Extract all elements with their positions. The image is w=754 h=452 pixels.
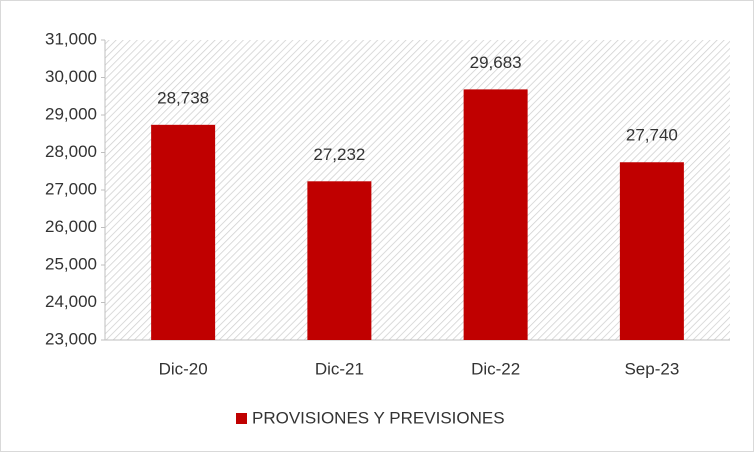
x-tick-label: Sep-23 [624,359,679,378]
y-tick-label: 27,000 [45,179,97,198]
data-label: 29,683 [470,53,522,72]
y-tick-label: 26,000 [45,217,97,236]
bar [307,181,372,340]
y-tick-label: 30,000 [45,67,97,86]
bar [463,89,528,340]
y-tick-label: 25,000 [45,254,97,273]
y-tick-label: 23,000 [45,329,97,348]
bar [151,124,216,340]
data-label: 28,738 [157,88,209,107]
data-label: 27,740 [626,126,678,145]
bar [619,162,684,340]
data-label: 27,232 [313,145,365,164]
x-tick-label: Dic-22 [471,359,520,378]
x-tick-label: Dic-21 [315,359,364,378]
y-tick-label: 29,000 [45,104,97,123]
y-tick-label: 31,000 [45,29,97,48]
y-tick-label: 24,000 [45,292,97,311]
legend-label: PROVISIONES Y PREVISIONES [252,408,505,427]
x-tick-label: Dic-20 [159,359,208,378]
legend-swatch [236,413,247,424]
y-tick-label: 28,000 [45,142,97,161]
